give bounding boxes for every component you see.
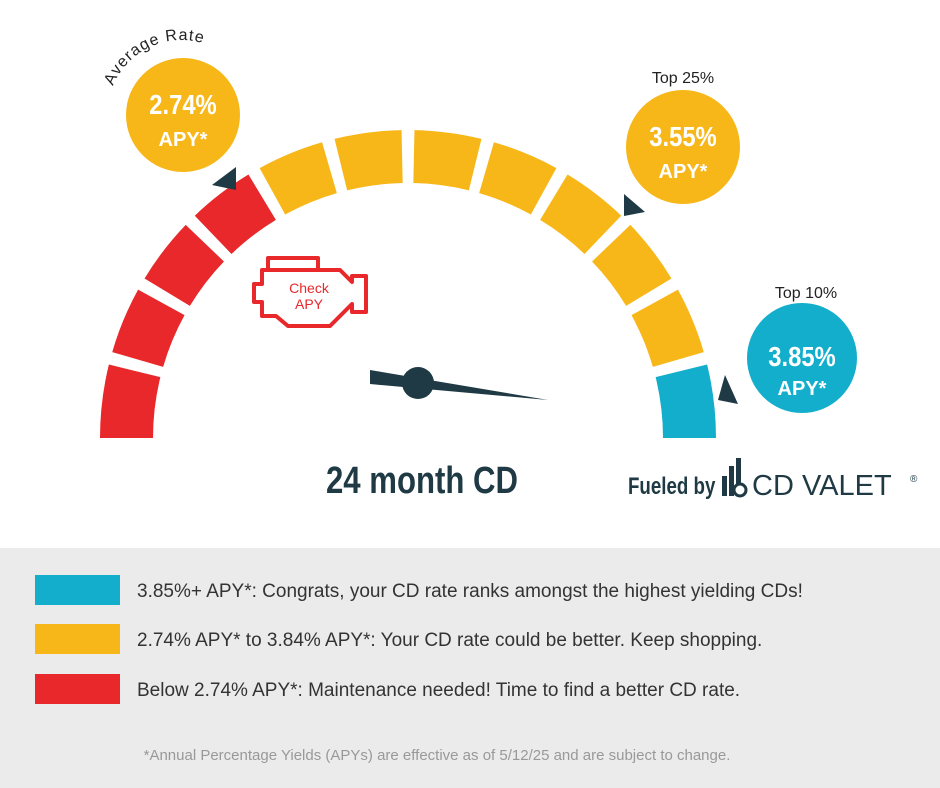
legend-text: 3.85%+ APY*: Congrats, your CD rate rank… xyxy=(137,581,803,602)
brand-mark: ® xyxy=(910,474,918,485)
brand-prefix: Fueled by xyxy=(628,473,715,500)
legend-swatch xyxy=(35,624,120,654)
legend-swatch xyxy=(35,575,120,605)
engine-icon xyxy=(252,256,368,328)
badge xyxy=(747,303,857,413)
needle xyxy=(370,370,548,400)
gauge-segment xyxy=(112,289,185,367)
gauge-segment xyxy=(413,130,482,191)
gauge-segment xyxy=(259,142,337,215)
gauge-segment xyxy=(631,289,704,367)
gauge-segment xyxy=(194,174,276,254)
legend-swatch xyxy=(35,674,120,704)
badge-rate: 3.55% xyxy=(649,120,716,152)
gauge-segment xyxy=(144,224,224,306)
gauge xyxy=(100,130,716,438)
gauge-segment xyxy=(655,364,716,438)
engine-text: Check xyxy=(289,280,330,296)
pointer xyxy=(624,194,645,216)
badge-rate: 2.74% xyxy=(149,88,216,120)
badge xyxy=(626,90,740,204)
legend-text: Below 2.74% APY*: Maintenance needed! Ti… xyxy=(137,680,740,701)
badge-unit: APY* xyxy=(159,129,208,151)
badge xyxy=(126,58,240,172)
brand-logo xyxy=(722,458,748,498)
badge-unit: APY* xyxy=(778,378,827,400)
pointer xyxy=(718,375,738,404)
gauge-segment xyxy=(592,224,672,306)
gauge-label: 24 month CD xyxy=(326,460,518,502)
badge-unit: APY* xyxy=(659,161,708,183)
legend-panel xyxy=(0,548,940,788)
pointer xyxy=(212,167,236,190)
footnote: *Annual Percentage Yields (APYs) are eff… xyxy=(144,747,731,764)
needle-hub xyxy=(402,367,434,399)
legend-text: 2.74% APY* to 3.84% APY*: Your CD rate c… xyxy=(137,630,762,651)
badge-caption: Top 25% xyxy=(652,70,714,87)
gauge-segment xyxy=(479,142,557,215)
gauge-segment xyxy=(540,174,622,254)
badge-rate: 3.85% xyxy=(768,340,835,372)
gauge-segment xyxy=(100,364,161,438)
badge-caption: Top 10% xyxy=(775,285,837,302)
engine-text: APY xyxy=(295,296,324,312)
brand-name: CD VALET xyxy=(752,470,892,502)
gauge-segment xyxy=(334,130,403,191)
